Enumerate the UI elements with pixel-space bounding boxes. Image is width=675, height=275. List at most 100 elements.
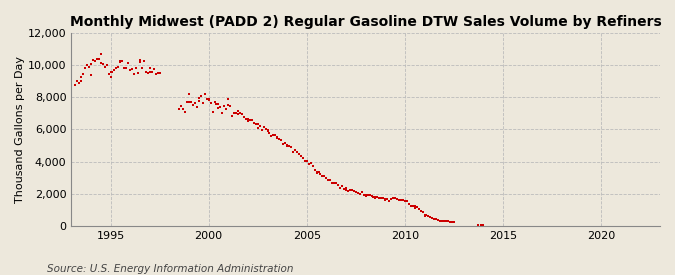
Point [305,161,316,166]
Point [421,213,432,218]
Point [409,205,420,210]
Point [205,101,216,105]
Point [286,145,296,149]
Point [435,219,446,223]
Point [86,73,97,77]
Point [300,159,310,163]
Point [335,186,346,191]
Point [146,70,157,74]
Point [354,192,365,196]
Point [125,68,136,73]
Point [441,219,452,224]
Point [333,183,344,187]
Point [425,215,436,219]
Point [389,196,400,200]
Point [105,70,116,74]
Point [213,106,224,110]
Point [307,164,318,169]
Point [184,92,194,96]
Point [337,184,348,189]
Point [211,102,222,106]
Point [250,122,261,127]
Point [121,65,132,70]
Point [233,109,244,113]
Point [97,62,108,67]
Point [281,144,292,148]
Point [323,178,333,182]
Point [266,134,277,138]
Point [445,220,456,224]
Point [78,72,88,76]
Point [238,114,249,119]
Point [190,101,200,106]
Point [370,195,381,199]
Point [279,141,290,145]
Point [360,193,371,198]
Point [394,198,404,202]
Point [431,217,441,221]
Point [262,128,273,133]
Point [325,178,335,182]
Point [400,199,410,203]
Point [105,74,116,79]
Point [182,100,192,104]
Point [288,149,298,154]
Point [372,194,383,199]
Point [134,60,145,65]
Point [423,214,434,219]
Point [309,167,320,172]
Point [276,138,287,142]
Point [93,57,104,61]
Point [274,137,285,141]
Point [368,195,379,199]
Point [203,97,214,102]
Point [447,220,458,224]
Point [258,125,269,130]
Point [74,81,84,85]
Point [419,213,430,217]
Point [358,193,369,197]
Point [392,197,402,201]
Point [178,106,188,111]
Point [140,69,151,74]
Point [382,197,393,201]
Point [327,180,338,185]
Point [201,97,212,101]
Point [415,209,426,213]
Point [195,94,206,98]
Point [404,201,414,206]
Text: Source: U.S. Energy Information Administration: Source: U.S. Energy Information Administ… [47,264,294,274]
Point [296,154,306,158]
Point [411,205,422,209]
Point [341,186,352,191]
Point [473,222,484,227]
Point [292,150,302,155]
Point [449,220,460,225]
Point [262,128,273,132]
Point [127,67,138,71]
Point [396,198,406,203]
Point [374,196,385,200]
Point [225,103,236,108]
Point [101,62,112,67]
Point [311,170,322,174]
Point [478,223,489,227]
Point [84,64,95,69]
Point [111,66,122,70]
Point [378,196,389,200]
Point [144,70,155,74]
Point [301,159,312,163]
Point [242,119,253,123]
Point [188,103,198,107]
Point [186,100,196,104]
Point [433,218,443,222]
Point [294,152,304,156]
Point [298,156,308,161]
Point [99,65,110,69]
Point [142,71,153,75]
Point [380,197,391,201]
Point [311,171,322,175]
Point [407,203,418,208]
Point [192,105,202,109]
Point [417,210,428,214]
